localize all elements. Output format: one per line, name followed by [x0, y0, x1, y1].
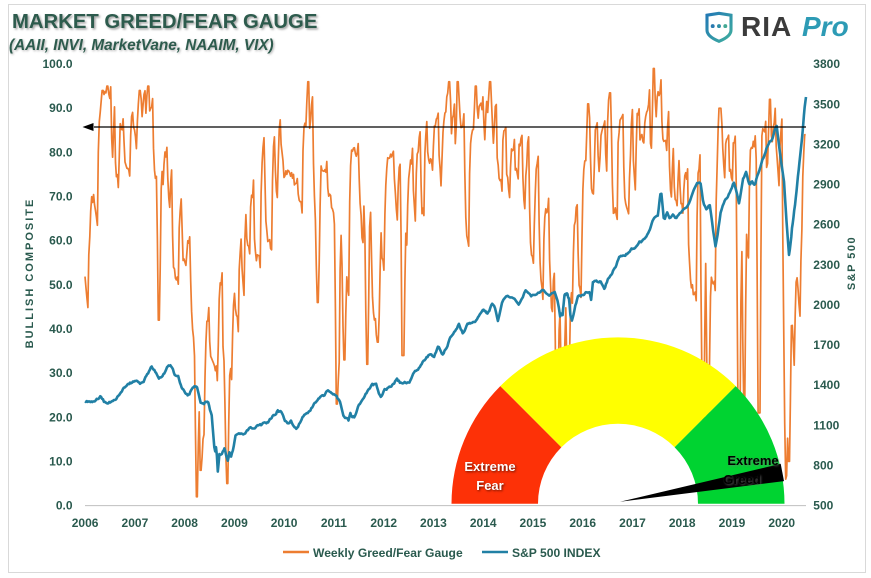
- svg-text:2006: 2006: [72, 516, 99, 530]
- svg-text:40.0: 40.0: [49, 322, 73, 336]
- svg-text:2600: 2600: [813, 218, 840, 232]
- svg-text:20.0: 20.0: [49, 410, 73, 424]
- svg-text:1100: 1100: [813, 418, 839, 432]
- svg-text:2000: 2000: [813, 298, 840, 312]
- svg-text:70.0: 70.0: [49, 190, 73, 204]
- svg-text:2017: 2017: [619, 516, 646, 530]
- svg-text:2300: 2300: [813, 258, 840, 272]
- svg-text:0.0: 0.0: [56, 499, 73, 513]
- svg-text:3500: 3500: [813, 97, 840, 111]
- svg-text:RIA: RIA: [741, 11, 792, 42]
- svg-text:3800: 3800: [813, 57, 840, 71]
- svg-text:Pro: Pro: [802, 11, 849, 42]
- svg-text:2010: 2010: [271, 516, 298, 530]
- svg-text:S&P 500: S&P 500: [846, 236, 858, 290]
- svg-text:1700: 1700: [813, 338, 840, 352]
- svg-text:80.0: 80.0: [49, 145, 73, 159]
- svg-text:(AAII, INVI, MarketVane, NAAIM: (AAII, INVI, MarketVane, NAAIM, VIX): [9, 37, 274, 54]
- svg-text:100.0: 100.0: [42, 57, 72, 71]
- svg-text:2018: 2018: [669, 516, 696, 530]
- svg-text:1400: 1400: [813, 378, 840, 392]
- svg-text:2014: 2014: [470, 516, 497, 530]
- svg-text:2020: 2020: [768, 516, 795, 530]
- svg-text:50.0: 50.0: [49, 278, 73, 292]
- svg-text:2008: 2008: [171, 516, 198, 530]
- svg-text:2900: 2900: [813, 178, 840, 192]
- svg-text:2012: 2012: [370, 516, 397, 530]
- svg-text:S&P 500 INDEX: S&P 500 INDEX: [512, 546, 601, 560]
- svg-text:2007: 2007: [122, 516, 149, 530]
- svg-text:MARKET GREED/FEAR GAUGE: MARKET GREED/FEAR GAUGE: [12, 11, 317, 33]
- svg-text:2009: 2009: [221, 516, 248, 530]
- svg-text:Weekly Greed/Fear Gauge: Weekly Greed/Fear Gauge: [313, 546, 463, 560]
- svg-text:Greed: Greed: [723, 472, 761, 487]
- svg-text:60.0: 60.0: [49, 234, 73, 248]
- svg-text:2015: 2015: [520, 516, 547, 530]
- svg-text:BULLISH COMPOSITE: BULLISH COMPOSITE: [24, 198, 36, 349]
- svg-text:Extreme: Extreme: [727, 453, 778, 468]
- svg-text:Extreme: Extreme: [464, 459, 515, 474]
- svg-text:2011: 2011: [321, 516, 347, 530]
- svg-text:800: 800: [813, 458, 833, 472]
- svg-text:3200: 3200: [813, 137, 840, 151]
- svg-text:90.0: 90.0: [49, 101, 73, 115]
- svg-text:30.0: 30.0: [49, 366, 73, 380]
- svg-text:Fear: Fear: [476, 478, 503, 493]
- svg-text:2016: 2016: [569, 516, 596, 530]
- svg-text:2013: 2013: [420, 516, 447, 530]
- svg-text:2019: 2019: [719, 516, 746, 530]
- svg-text:10.0: 10.0: [49, 454, 73, 468]
- svg-text:500: 500: [813, 499, 833, 513]
